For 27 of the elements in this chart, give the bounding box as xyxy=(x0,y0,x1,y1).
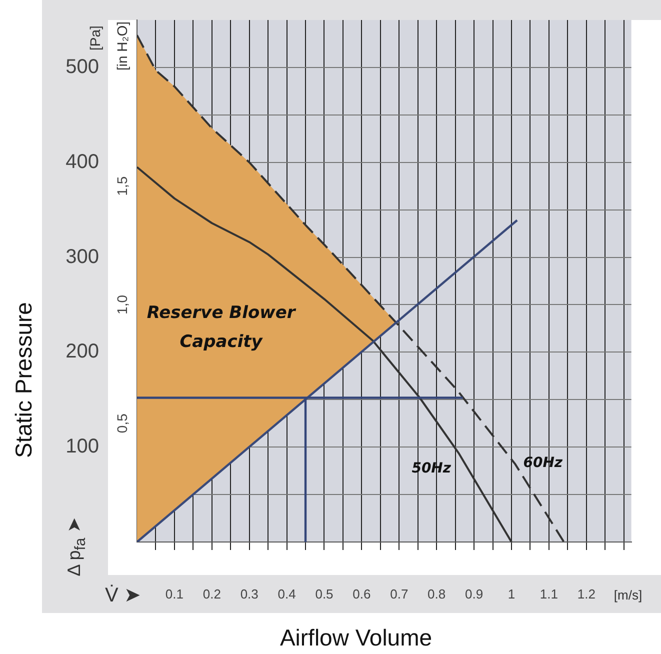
y-tick-label: 500 xyxy=(66,56,99,78)
x-tick-label: 0.5 xyxy=(315,586,334,602)
y2-tick-label: 1,0 xyxy=(114,294,130,314)
y-tick-label: 200 xyxy=(66,340,99,363)
x-tick-label: 0.6 xyxy=(352,586,371,602)
series-label: Reserve Blower Capacity xyxy=(146,302,297,352)
x-tick-label: 1.2 xyxy=(577,586,596,602)
text: [in H₂O] xyxy=(114,22,130,70)
y-tick-label: 400 xyxy=(66,150,99,173)
x-tick-label: 0.7 xyxy=(390,586,408,602)
text: V̇ ➤ xyxy=(105,584,141,608)
x-tick-label: 1 xyxy=(508,586,516,602)
x-tick-label: 0.2 xyxy=(202,586,221,602)
y2-tick-label: 1,5 xyxy=(114,176,130,196)
x-tick-label: 1.1 xyxy=(540,586,558,602)
x-axis-title: Airflow Volume xyxy=(280,624,432,652)
y-axis-title: Static Pressure xyxy=(10,302,38,458)
y2-tick-label: 0,5 xyxy=(114,413,130,434)
x-tick-label: 0.1 xyxy=(165,586,184,602)
x-tick-label: 0.4 xyxy=(278,586,296,602)
x-tick-label: 0.8 xyxy=(428,586,446,602)
text: [Pa] xyxy=(87,26,103,50)
x-tick-label: 0.9 xyxy=(465,586,484,602)
text: [m/s] xyxy=(614,588,642,602)
y-tick-label: 300 xyxy=(66,246,99,268)
y-tick-label: 100 xyxy=(66,436,99,458)
x-tick-label: 0.3 xyxy=(240,586,258,602)
